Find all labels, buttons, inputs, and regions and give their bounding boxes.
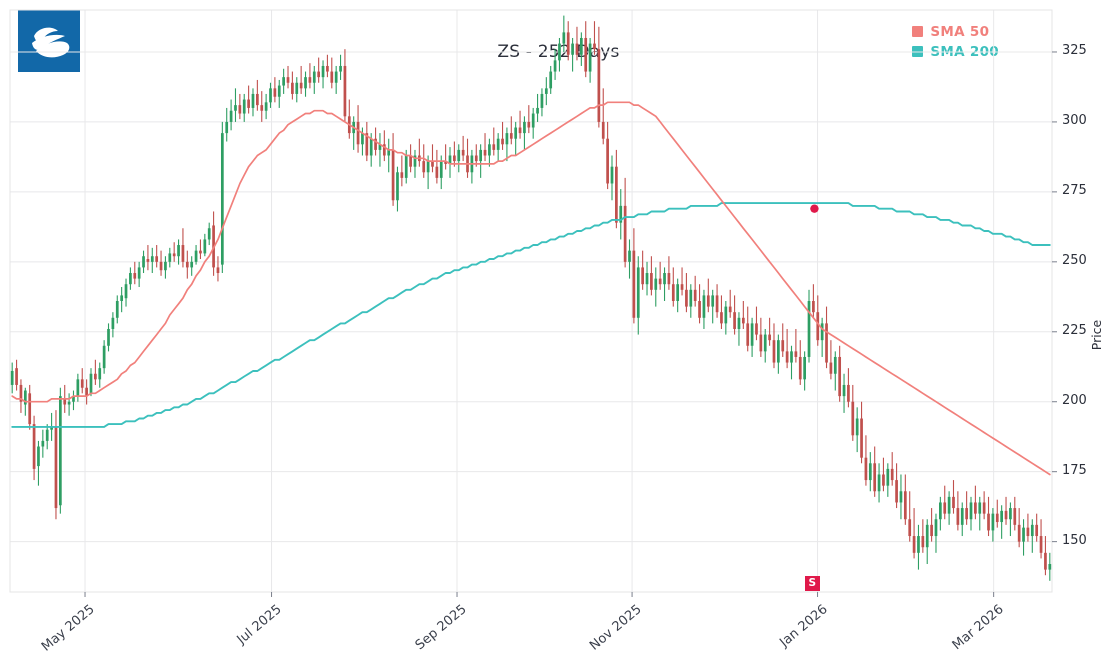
- plot-frame: [9, 9, 1053, 593]
- death-cross-point: [810, 204, 819, 213]
- sma200-line: [11, 202, 1051, 428]
- sma50-line: [11, 101, 1051, 476]
- legend-swatch-sma50: [912, 26, 924, 37]
- y-tick-label: 175: [1062, 462, 1087, 478]
- sell-signal-badge[interactable]: S: [804, 576, 820, 591]
- y-tick-label: 200: [1062, 392, 1087, 408]
- y-axis-title: Price: [1088, 319, 1104, 351]
- y-tick-label: 250: [1062, 252, 1087, 268]
- y-tick-label: 225: [1062, 322, 1087, 338]
- y-tick-label: 300: [1062, 112, 1087, 128]
- zscaler-logo: [18, 10, 80, 72]
- y-tick-label: 325: [1062, 42, 1087, 58]
- y-tick-label: 150: [1062, 532, 1087, 548]
- candlesticks: [10, 15, 1052, 581]
- grid-lines: [10, 10, 1052, 592]
- y-tick-label: 275: [1062, 182, 1087, 198]
- legend-item-sma50[interactable]: SMA 50: [912, 22, 999, 41]
- legend-label-sma50: SMA 50: [930, 23, 990, 40]
